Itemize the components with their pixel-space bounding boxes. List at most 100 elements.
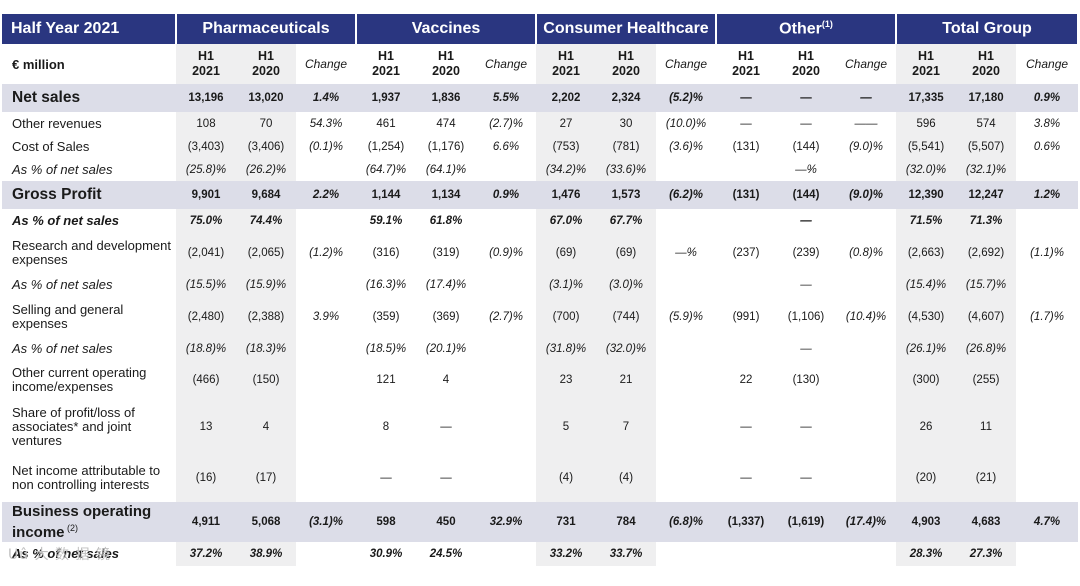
value-cell: (2,388) — [236, 297, 296, 337]
value-cell: (18.5)% — [365, 343, 407, 355]
value-cell: (316) — [372, 247, 400, 259]
row-label: Other current operating income/expenses — [12, 365, 147, 394]
value-cell: 11 — [956, 399, 1017, 454]
value-cell: (319) — [432, 247, 460, 259]
value-cell: (359) — [372, 311, 400, 323]
value-cell: 1,476 — [536, 181, 596, 209]
year-column-header: H1 2021 — [536, 44, 596, 84]
value-cell: 37.2% — [176, 542, 236, 566]
change-cell — [656, 337, 716, 361]
value-cell: (17) — [236, 454, 296, 502]
value-cell — [716, 273, 776, 297]
value-cell: — — [800, 117, 812, 130]
change-cell: 2.2% — [296, 181, 356, 209]
row-label: Share of profit/loss of associates* and … — [12, 404, 135, 448]
value-cell: (753) — [536, 135, 596, 158]
change-cell — [656, 273, 716, 297]
value-cell: (130) — [792, 374, 820, 386]
value-cell: (131) — [732, 140, 760, 153]
value-cell: 27.3% — [956, 542, 1017, 566]
value-cell: 9,684 — [236, 181, 296, 209]
change-column-header: Change — [484, 56, 528, 71]
value-cell: 13,196 — [176, 84, 236, 112]
change-cell — [836, 361, 896, 399]
change-cell: 3.9% — [312, 311, 340, 323]
value-cell: (2,663) — [896, 233, 957, 273]
value-cell: 30 — [596, 112, 656, 135]
row-label: As % of net sales — [12, 341, 113, 356]
change-cell: — — [836, 84, 897, 112]
value-cell: 21 — [596, 361, 656, 399]
change-cell — [1016, 209, 1078, 233]
period-title: Half Year 2021 — [2, 14, 177, 44]
value-cell: (2,480) — [176, 297, 236, 337]
value-cell: 450 — [416, 502, 476, 542]
value-cell: (700) — [536, 297, 596, 337]
other-footnote: (1) — [821, 19, 833, 30]
value-cell: 121 — [376, 374, 396, 386]
value-cell: (17.4)% — [425, 279, 467, 291]
value-cell: (1,337) — [716, 502, 776, 542]
row-label: Research and development expenses — [12, 238, 171, 267]
column-subheader-row: € million H1 2021 H1 2020 Change H1 2021 H1 2020… — [2, 44, 1078, 84]
change-cell: (2.7)% — [489, 311, 523, 323]
value-cell: (26.1)% — [896, 337, 957, 361]
value-cell: (18.8)% — [176, 337, 236, 361]
value-cell: 598 — [356, 502, 416, 542]
value-cell: 108 — [176, 112, 236, 135]
change-cell — [476, 542, 536, 566]
change-cell — [1016, 454, 1078, 502]
change-cell — [656, 542, 716, 566]
value-cell: 27 — [536, 112, 596, 135]
change-cell: 0.9% — [1016, 84, 1079, 112]
value-cell: 1,937 — [356, 84, 416, 112]
unit-label: € million — [12, 56, 65, 72]
row-research-and-development-expenses: Research and development expenses (2,041)… — [2, 233, 1078, 273]
financial-table: Half Year 2021 Pharmaceuticals Vaccines … — [2, 14, 1080, 566]
value-cell: 75.0% — [176, 209, 236, 233]
change-cell — [476, 273, 536, 297]
value-cell: 1,134 — [416, 181, 476, 209]
value-cell: 38.9% — [236, 542, 296, 566]
value-cell: (15.9)% — [236, 273, 296, 297]
value-cell: 596 — [896, 112, 957, 135]
row-share-of-profit-loss-of-associates-and-joint-ventures: Share of profit/loss of associates* and … — [2, 399, 1078, 454]
year-column-header: H1 2020 — [792, 49, 820, 78]
value-cell: (1,254) — [367, 140, 405, 153]
change-cell — [476, 209, 536, 233]
change-cell: (2.7)% — [489, 117, 523, 130]
change-cell — [656, 454, 716, 502]
row-as-of-net-sales: As % of net sales (18.8)% (18.3)% (18.5)% (2… — [2, 337, 1078, 361]
change-cell — [836, 542, 896, 566]
segment-other: Other(1) — [716, 14, 898, 44]
change-cell — [476, 361, 536, 399]
value-cell: 17,180 — [956, 84, 1017, 112]
value-cell: 4,683 — [956, 502, 1017, 542]
change-cell — [1016, 337, 1078, 361]
change-cell: 1.2% — [1016, 181, 1079, 209]
value-cell: (781) — [596, 135, 656, 158]
row-selling-and-general-expenses: Selling and general expenses (2,480) (2,38… — [2, 297, 1078, 337]
row-label: As % of net sales — [12, 546, 119, 561]
change-cell — [656, 209, 716, 233]
change-cell — [296, 361, 356, 399]
value-cell: (64.7)% — [365, 163, 407, 176]
change-cell: (0.9)% — [489, 247, 523, 259]
change-cell — [296, 209, 356, 233]
value-cell: — — [800, 343, 812, 355]
change-cell: (10.0)% — [665, 117, 707, 130]
value-cell: 784 — [596, 502, 656, 542]
year-column-header: H1 2021 — [732, 49, 760, 78]
row-label: Net sales — [2, 84, 176, 112]
value-cell — [776, 542, 836, 566]
value-cell: — — [740, 472, 752, 484]
value-cell: (33.6)% — [596, 158, 656, 181]
value-cell: 574 — [956, 112, 1017, 135]
value-cell: 7 — [596, 399, 656, 454]
change-column-header: Change — [1026, 56, 1069, 71]
change-cell: (17.4)% — [836, 502, 897, 542]
value-cell: (2,041) — [176, 233, 236, 273]
value-cell: 2,202 — [536, 84, 596, 112]
change-cell: —— — [854, 117, 878, 130]
segment-consumer-healthcare: Consumer Healthcare — [536, 14, 717, 44]
